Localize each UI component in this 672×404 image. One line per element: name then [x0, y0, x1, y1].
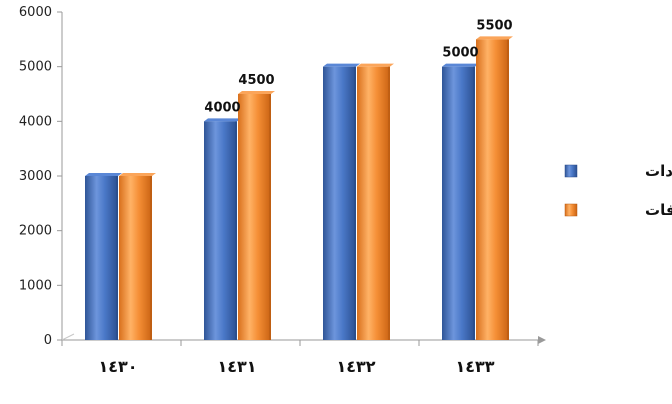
x-tick-label: ١٤٣٢ — [336, 357, 375, 376]
legend-label-revenue: الايرادات — [645, 162, 672, 180]
bar-revenue — [323, 66, 356, 341]
bar-side-shade — [354, 66, 356, 341]
x-axis-arrow — [538, 336, 546, 344]
bar-top-cap — [323, 63, 360, 67]
y-tick-label: 3000 — [19, 169, 52, 184]
legend-swatch-expenses — [564, 203, 578, 217]
bar-expenses — [476, 39, 509, 340]
bar-side-shade — [269, 94, 271, 340]
data-label: 4500 — [238, 73, 274, 88]
bar-revenue — [204, 121, 237, 340]
bar-top-cap — [476, 36, 513, 40]
x-tick-label: ١٤٣٣ — [455, 357, 494, 376]
bar-revenue — [442, 66, 475, 341]
bar-side-shade — [507, 39, 509, 340]
data-label: 5000 — [442, 46, 478, 61]
bar-side-shade — [150, 176, 152, 340]
axis-depth-line — [61, 333, 75, 341]
bar-top-cap — [442, 63, 479, 67]
bar-side-shade — [116, 176, 118, 340]
y-tick-label: 5000 — [19, 60, 52, 75]
bar-top-cap — [238, 91, 275, 94]
bar-top-cap — [204, 118, 241, 122]
bar-side-shade — [473, 66, 475, 341]
legend-swatch-revenue — [564, 164, 578, 178]
y-tick-label: 0 — [44, 333, 52, 348]
y-tick-label: 6000 — [19, 5, 52, 20]
bar-top-cap — [119, 173, 156, 176]
bar-side-shade — [388, 66, 390, 341]
bar-revenue — [85, 176, 118, 340]
bar-side-shade — [235, 121, 237, 340]
y-tick-label: 2000 — [19, 224, 52, 239]
bar-top-cap — [85, 173, 122, 176]
x-tick-label: ١٤٣٠ — [98, 357, 137, 376]
data-label: 5500 — [476, 18, 512, 33]
data-label: 4000 — [204, 100, 240, 115]
y-tick-label: 4000 — [19, 114, 52, 129]
legend-label-expenses: المصروفات — [645, 201, 672, 219]
x-tick-label: ١٤٣١ — [217, 357, 256, 376]
bar-expenses — [357, 66, 390, 341]
y-tick-label: 1000 — [19, 278, 52, 293]
bar-expenses — [119, 176, 152, 340]
bar-expenses — [238, 94, 271, 340]
bar-top-cap — [357, 63, 394, 67]
